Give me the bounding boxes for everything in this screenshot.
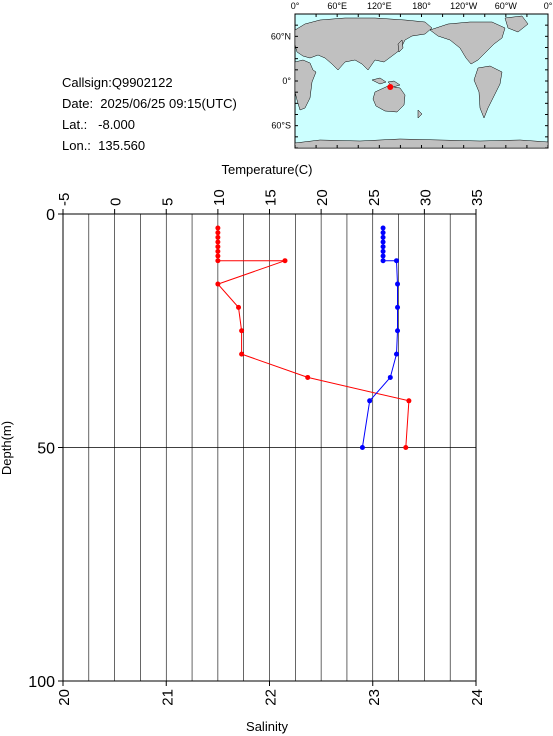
bottom-tick-label: 21 [159, 689, 176, 706]
temperature-point [215, 239, 221, 245]
map-lat-label: 0° [282, 76, 291, 86]
y-axis-label: Depth(m) [0, 421, 14, 475]
salinity-point [395, 281, 401, 287]
top-axis-label: Temperature(C) [221, 162, 312, 177]
top-tick-label: 30 [417, 189, 434, 206]
temperature-point [305, 374, 311, 380]
top-tick-label: 5 [159, 198, 176, 206]
temperature-point [406, 398, 412, 404]
salinity-point [380, 234, 386, 240]
top-tick-label: 35 [469, 189, 486, 206]
map-lon-label: 60°W [495, 1, 518, 11]
temperature-point [215, 281, 221, 287]
bottom-tick-label: 24 [469, 689, 486, 706]
salinity-point [393, 351, 399, 357]
top-tick-label: 25 [366, 189, 383, 206]
temperature-point [215, 234, 221, 240]
salinity-point [380, 244, 386, 250]
salinity-point [380, 225, 386, 231]
map-lon-label: 120°E [367, 1, 392, 11]
longitude-text: Lon.: 135.560 [62, 138, 146, 153]
temperature-point [239, 351, 245, 357]
bottom-tick-label: 20 [56, 689, 73, 706]
salinity-point [380, 248, 386, 254]
y-tick-label: 50 [37, 441, 55, 458]
temperature-point [215, 248, 221, 254]
map-lat-label: 60°S [271, 121, 291, 131]
map-lat-label: 60°N [271, 31, 291, 41]
temperature-point [215, 253, 221, 259]
location-map: 0° 60°E 120°E 180° 120°W 60°W 0° 60°N 0° 60°S [271, 1, 553, 149]
map-lon-label: 120°W [450, 1, 478, 11]
top-tick-label: 0 [108, 198, 125, 206]
y-tick-label: 0 [46, 207, 55, 224]
temperature-point [215, 244, 221, 250]
top-tick-label: -5 [56, 193, 73, 206]
float-info-panel: Callsign:Q9902122 Date: 2025/06/25 09:15… [62, 72, 237, 156]
latitude-text: Lat.: -8.000 [62, 117, 135, 132]
date-text: Date: 2025/06/25 09:15(UTC) [62, 96, 237, 111]
salinity-point [367, 398, 373, 404]
plot-frame [62, 213, 477, 682]
map-lon-label: 180° [412, 1, 431, 11]
salinity-point [395, 328, 401, 334]
salinity-point [393, 258, 399, 264]
temperature-point [215, 230, 221, 236]
map-lon-label: 0° [291, 1, 300, 11]
salinity-point [387, 374, 393, 380]
y-tick-label: 100 [28, 674, 55, 691]
temperature-line [217, 228, 410, 448]
temperature-point [403, 445, 409, 450]
map-lon-label: 60°E [327, 1, 347, 11]
salinity-point [380, 253, 386, 259]
salinity-line [361, 228, 398, 448]
bottom-tick-label: 22 [263, 689, 280, 706]
salinity-point [380, 239, 386, 245]
temperature-point [282, 258, 288, 264]
temperature-point [239, 328, 245, 334]
salinity-point [395, 304, 401, 310]
top-tick-label: 10 [211, 189, 228, 206]
temperature-point [215, 258, 221, 264]
temperature-point [236, 304, 242, 310]
salinity-point [359, 445, 365, 450]
salinity-point [380, 258, 386, 264]
top-tick-label: 20 [314, 189, 331, 206]
callsign-text: Callsign:Q9902122 [62, 75, 173, 90]
salinity-point [380, 230, 386, 236]
map-land [294, 15, 549, 149]
bottom-tick-label: 23 [366, 689, 383, 706]
bottom-axis-label: Salinity [246, 719, 288, 734]
map-lon-label: 0° [544, 1, 553, 11]
float-position-marker [387, 83, 394, 90]
top-tick-label: 15 [263, 189, 280, 206]
temperature-point [215, 225, 221, 231]
